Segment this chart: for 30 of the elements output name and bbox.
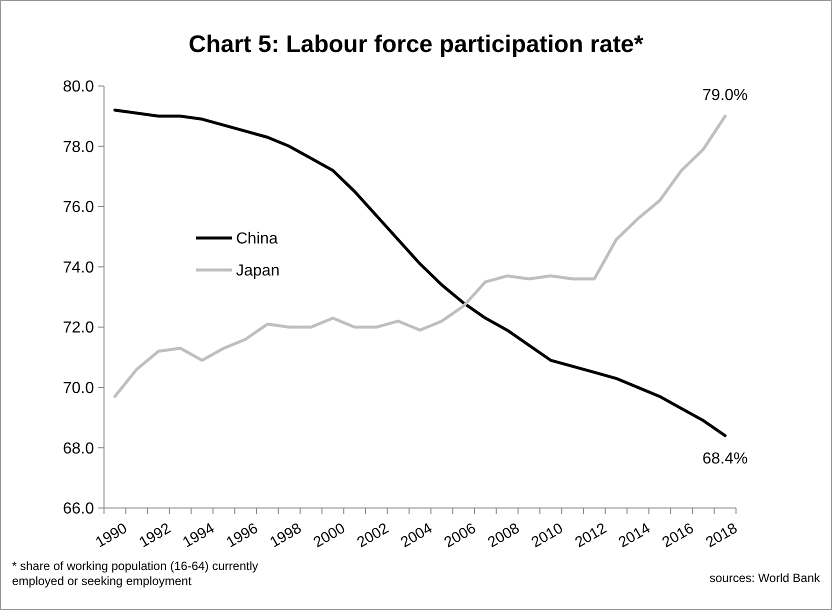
y-tick-label: 70.0: [62, 380, 94, 398]
y-tick-label: 68.0: [62, 440, 94, 458]
x-tick-label: 2002: [354, 520, 392, 552]
source-note: sources: World Bank: [710, 571, 821, 585]
legend-label: China: [236, 230, 278, 248]
y-tick-label: 78.0: [62, 138, 94, 156]
x-tick-label: 2004: [398, 520, 436, 552]
x-tick-label: 1996: [224, 520, 261, 552]
x-tick-label: 2012: [572, 520, 610, 552]
y-tick-label: 76.0: [62, 199, 94, 216]
y-tick-label: 74.0: [62, 259, 94, 276]
x-tick-label: 1998: [267, 520, 304, 552]
y-tick-label: 72.0: [62, 320, 94, 337]
x-tick-label: 1990: [92, 520, 130, 552]
y-tick-label: 80.0: [62, 78, 94, 96]
x-tick-label: 2008: [485, 520, 522, 552]
x-tick-label: 1994: [180, 520, 218, 552]
x-tick-label: 2000: [310, 520, 348, 552]
text: * share of working population (16-64) currently employed or seeking employment: [12, 559, 258, 588]
x-tick-label: 2018: [702, 520, 740, 552]
chart-title: Chart 5: Labour force participation rate*: [188, 31, 644, 58]
x-tick-label: 2014: [616, 520, 654, 552]
x-tick-label: 2016: [659, 520, 697, 552]
data-label: 68.4%: [702, 450, 748, 468]
data-label: 79.0%: [702, 87, 748, 104]
x-tick-label: 2010: [528, 520, 566, 552]
x-tick-label: 2006: [441, 520, 479, 552]
y-tick-label: 66.0: [62, 500, 94, 518]
legend-label: Japan: [236, 262, 280, 280]
x-tick-label: 1992: [136, 520, 174, 552]
